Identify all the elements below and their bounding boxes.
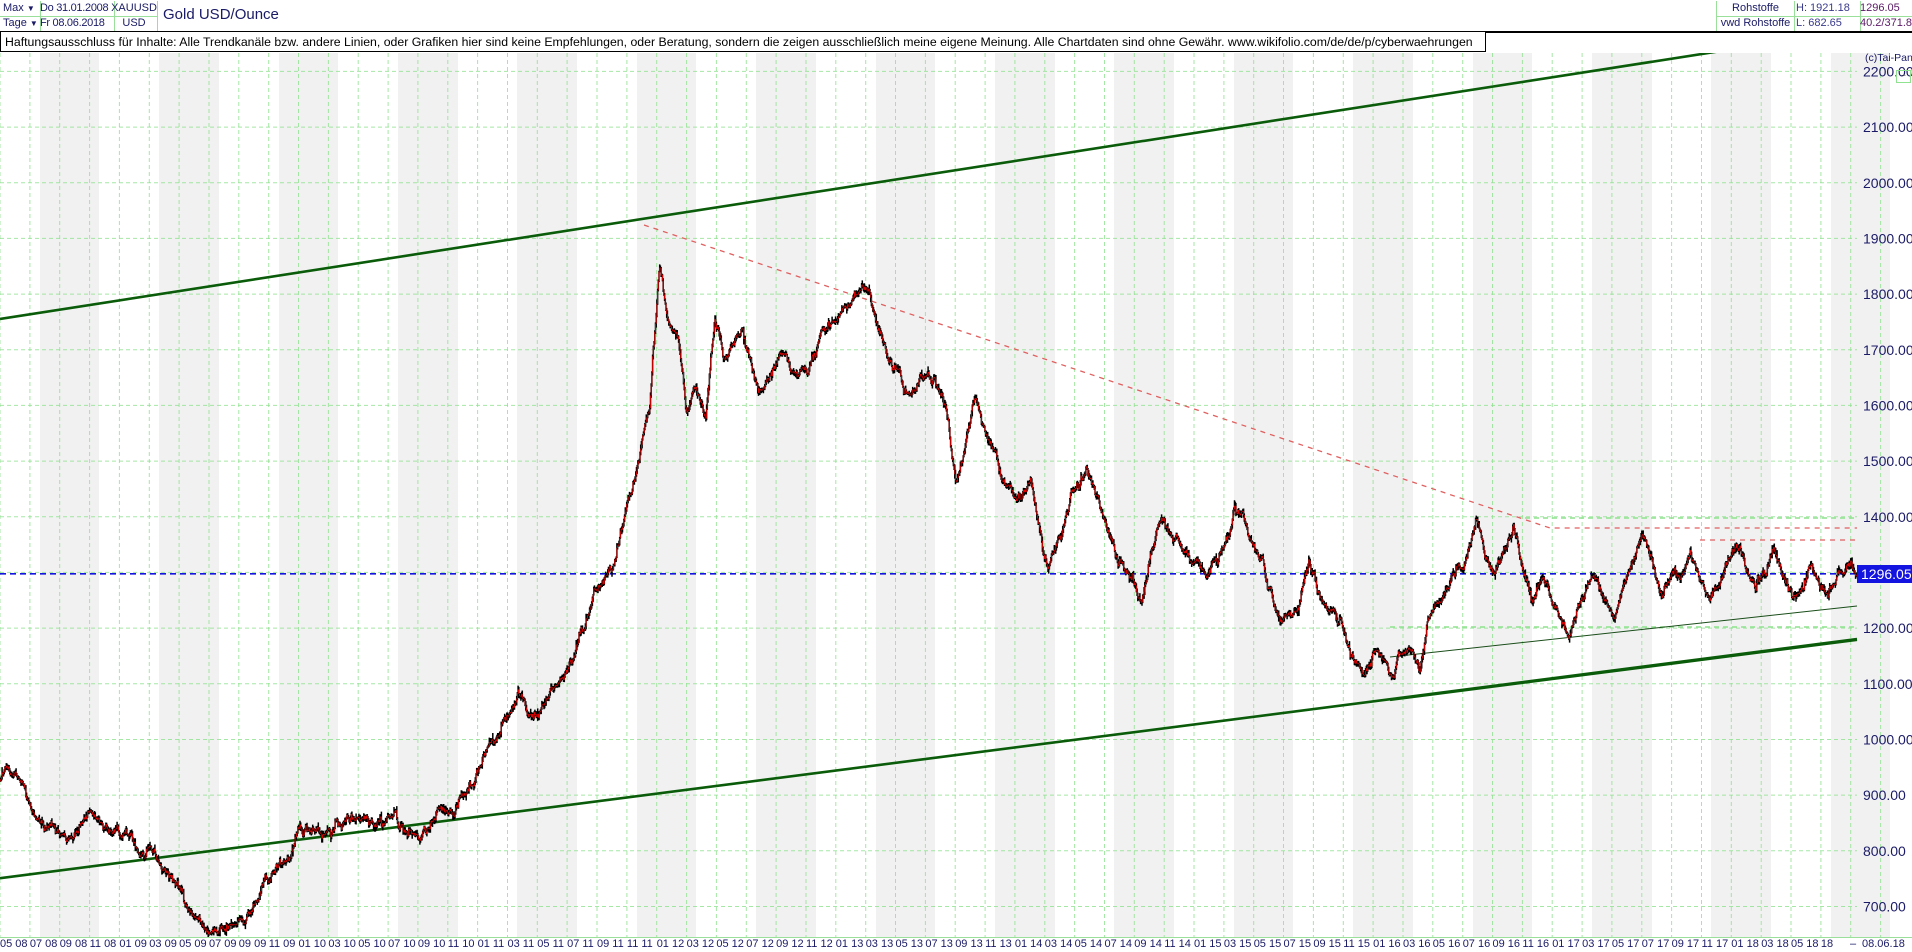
svg-text:1500.00: 1500.00 (1863, 453, 1912, 469)
svg-text:1200.00: 1200.00 (1863, 620, 1912, 636)
svg-text:1800.00: 1800.00 (1863, 286, 1912, 302)
svg-text:2000.00: 2000.00 (1863, 175, 1912, 191)
svg-text:1900.00: 1900.00 (1863, 230, 1912, 246)
svg-text:2100.00: 2100.00 (1863, 119, 1912, 135)
svg-text:800.00: 800.00 (1863, 843, 1906, 859)
svg-text:700.00: 700.00 (1863, 899, 1906, 915)
svg-text:1600.00: 1600.00 (1863, 397, 1912, 413)
svg-text:900.00: 900.00 (1863, 787, 1906, 803)
svg-text:1100.00: 1100.00 (1863, 676, 1912, 692)
svg-text:1400.00: 1400.00 (1863, 509, 1912, 525)
svg-text:1700.00: 1700.00 (1863, 342, 1912, 358)
svg-text:1000.00: 1000.00 (1863, 732, 1912, 748)
